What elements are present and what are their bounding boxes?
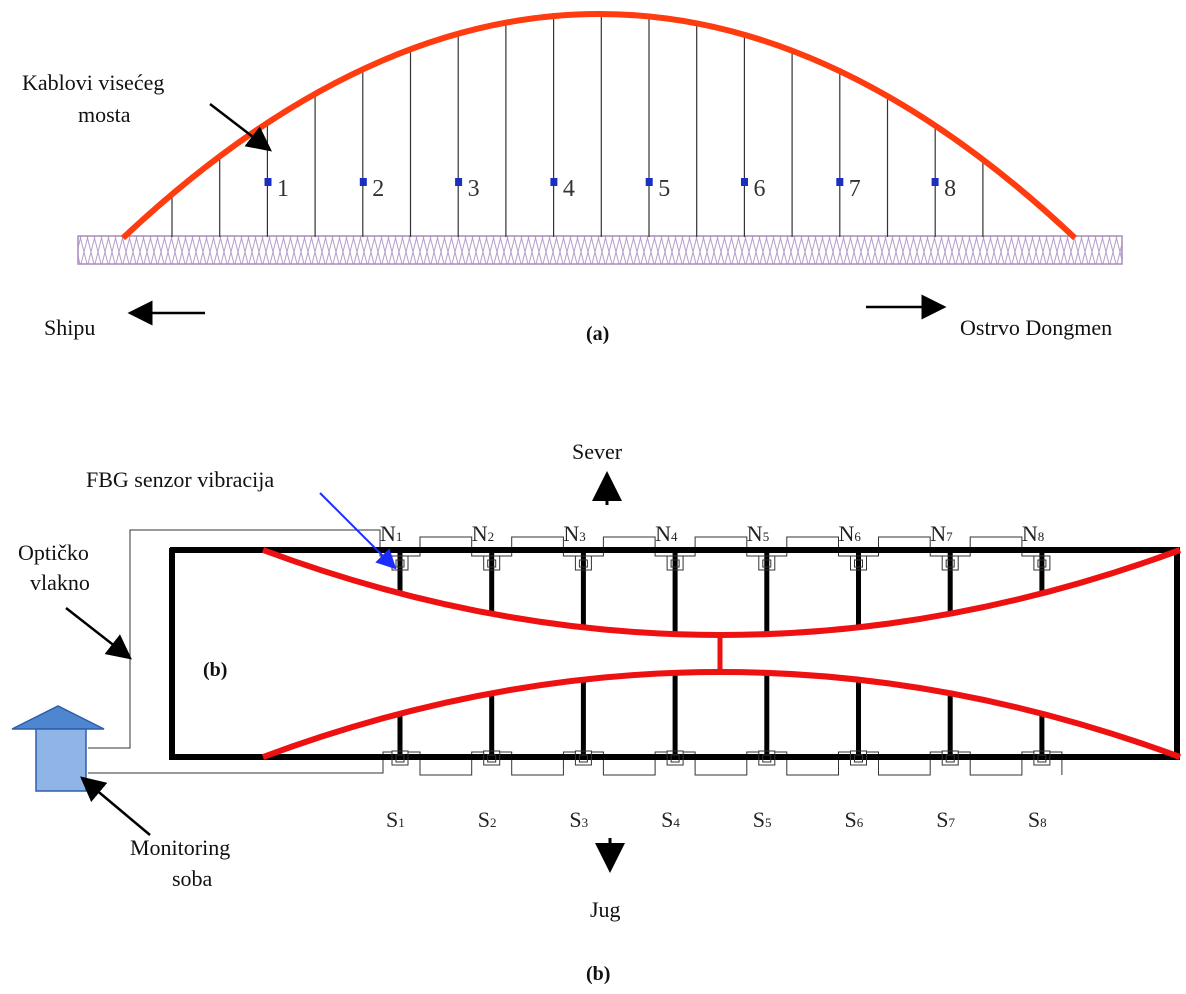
south-node-label: S6 bbox=[845, 807, 864, 832]
north-node-label: N7 bbox=[930, 521, 953, 546]
room-label-line2: soba bbox=[172, 866, 213, 891]
sensor-marker bbox=[741, 178, 748, 186]
north-node-label: N6 bbox=[839, 521, 862, 546]
sensor-number: 6 bbox=[754, 176, 766, 202]
south-fbg-sensor bbox=[850, 750, 867, 766]
room-label-line1: Monitoring bbox=[130, 835, 230, 860]
south-fbg-sensor bbox=[758, 750, 776, 766]
south-fbg-sensor bbox=[666, 750, 684, 766]
south-fbg-sensor bbox=[941, 750, 959, 766]
north-label: Sever bbox=[572, 439, 623, 464]
sensor-marker bbox=[931, 178, 939, 186]
fiber-label-line2: vlakno bbox=[30, 570, 90, 595]
panel-b: N1 N2 N3 N4 N5 N6 N7 N8 S1 S2 S3 S4 S5 S6 S7 S8 Sever … bbox=[11, 439, 1182, 985]
north-arch bbox=[261, 547, 1182, 638]
south-label: Jug bbox=[590, 897, 621, 922]
south-fbg-sensor bbox=[1033, 750, 1051, 766]
north-node-label: N8 bbox=[1022, 521, 1044, 546]
fbg-label: FBG senzor vibracija bbox=[86, 467, 274, 492]
fbg-pointer-arrow bbox=[319, 492, 397, 570]
cable-label-line1: Kablovi visećeg bbox=[22, 70, 164, 95]
south-fbg-sensor bbox=[483, 750, 501, 766]
sensor-marker bbox=[359, 178, 367, 186]
north-fbg-sensor bbox=[850, 555, 867, 571]
hanger-cables bbox=[171, 14, 984, 237]
sensor-number: 7 bbox=[849, 176, 861, 202]
north-fbg-sensor bbox=[941, 555, 959, 571]
sensor-number: 8 bbox=[944, 176, 956, 202]
right-direction-label: Ostrvo Dongmen bbox=[960, 315, 1112, 340]
north-node-label: N2 bbox=[472, 521, 494, 546]
sensor-marker bbox=[264, 178, 272, 186]
left-direction-label: Shipu bbox=[44, 315, 95, 340]
panel-a: 1 2 3 4 5 6 7 8 Kablovi visećeg mosta Shipu Ost… bbox=[22, 11, 1123, 345]
sensor-number: 5 bbox=[658, 176, 670, 202]
sensor-marker bbox=[550, 178, 558, 186]
south-fbg-sensor bbox=[391, 750, 409, 766]
north-node-labels: N1 N2 N3 N4 N5 N6 N7 N8 bbox=[380, 521, 1044, 546]
fbg-sensor-boxes bbox=[391, 555, 1051, 766]
south-node-label: S3 bbox=[569, 807, 588, 832]
fiber-label-line1: Optičko bbox=[18, 540, 89, 565]
panel-b-inner-label: (b) bbox=[203, 659, 227, 681]
south-node-label: S2 bbox=[478, 807, 497, 832]
cable-pointer-arrow bbox=[209, 103, 272, 152]
north-fbg-sensor bbox=[1033, 555, 1051, 571]
bridge-deck bbox=[77, 235, 1123, 265]
panel-a-caption: (a) bbox=[586, 323, 609, 345]
fiber-pointer-arrow bbox=[65, 607, 132, 660]
south-arch bbox=[261, 669, 1182, 760]
arch bbox=[120, 11, 1078, 241]
south-fiber-line bbox=[88, 751, 1063, 776]
sensor-number: 4 bbox=[563, 176, 575, 202]
south-node-labels: S1 S2 S3 S4 S5 S6 S7 S8 bbox=[386, 807, 1047, 832]
sensor-marker bbox=[645, 178, 653, 186]
sensor-marker bbox=[836, 178, 844, 186]
sensor-markers: 1 2 3 4 5 6 7 8 bbox=[264, 176, 956, 202]
north-fbg-sensor bbox=[758, 555, 776, 571]
south-node-label: S8 bbox=[1028, 807, 1047, 832]
north-node-label: N5 bbox=[747, 521, 769, 546]
north-fbg-sensor bbox=[666, 555, 684, 571]
south-node-label: S5 bbox=[753, 807, 772, 832]
south-node-label: S4 bbox=[661, 807, 680, 832]
sensor-number: 3 bbox=[468, 176, 480, 202]
hanger-beams bbox=[397, 550, 1045, 757]
fiber-wiring bbox=[88, 529, 1063, 776]
north-node-label: N4 bbox=[655, 521, 678, 546]
sensor-number: 1 bbox=[277, 176, 289, 202]
cable-label-line2: mosta bbox=[78, 102, 131, 127]
north-node-label: N3 bbox=[563, 521, 585, 546]
north-fbg-sensor bbox=[483, 555, 501, 571]
monitoring-room-icon bbox=[11, 705, 105, 792]
north-fiber-line bbox=[88, 529, 1034, 749]
south-node-label: S1 bbox=[386, 807, 405, 832]
sensor-marker bbox=[455, 178, 463, 186]
south-fbg-sensor bbox=[574, 750, 592, 766]
south-node-label: S7 bbox=[936, 807, 955, 832]
room-pointer-arrow bbox=[80, 776, 151, 836]
north-node-label: N1 bbox=[380, 521, 402, 546]
north-fbg-sensor bbox=[574, 555, 592, 571]
sensor-number: 2 bbox=[372, 176, 384, 202]
panel-b-caption: (b) bbox=[586, 963, 610, 985]
